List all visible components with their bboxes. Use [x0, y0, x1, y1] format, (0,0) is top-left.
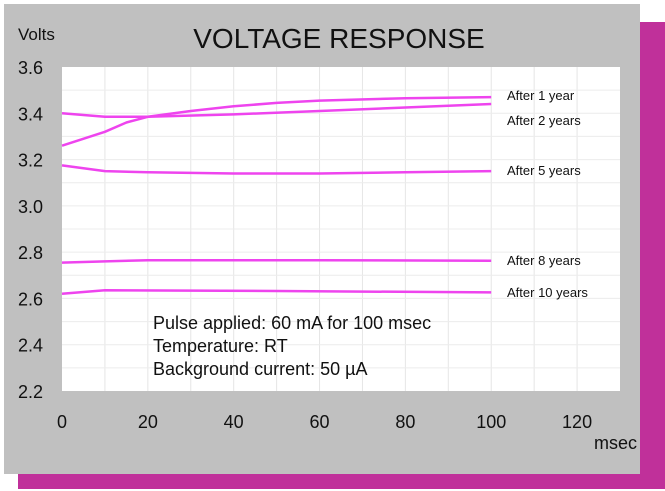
y-tick-label: 3.2: [18, 151, 43, 171]
y-axis-label: Volts: [18, 25, 55, 44]
chart-title: VOLTAGE RESPONSE: [193, 23, 484, 54]
x-tick-label: 0: [57, 412, 67, 432]
x-tick-label: 100: [476, 412, 506, 432]
y-tick-label: 3.6: [18, 58, 43, 78]
y-tick-label: 2.6: [18, 289, 43, 309]
series-line: [61, 102, 492, 119]
series-line: [61, 164, 492, 175]
x-tick-label: 80: [395, 412, 415, 432]
series-label: After 8 years: [507, 253, 581, 268]
annotation-pulse: Pulse applied: 60 mA for 100 msec: [153, 313, 431, 333]
x-tick-label: 20: [138, 412, 158, 432]
y-tick-label: 2.8: [18, 243, 43, 263]
x-axis-label: msec: [594, 433, 637, 453]
series-line: [61, 95, 492, 147]
x-tick-label: 120: [562, 412, 592, 432]
x-tick-label: 60: [310, 412, 330, 432]
series-label: After 1 year: [507, 88, 575, 103]
series-label: After 10 years: [507, 285, 588, 300]
y-tick-label: 2.2: [18, 382, 43, 402]
series-label: After 5 years: [507, 163, 581, 178]
y-tick-label: 3.4: [18, 104, 43, 124]
y-tick-label: 3.0: [18, 197, 43, 217]
series-line: [61, 258, 492, 264]
annotation-temperature: Temperature: RT: [153, 336, 288, 356]
y-tick-label: 2.4: [18, 336, 43, 356]
series-label: After 2 years: [507, 113, 581, 128]
x-tick-label: 40: [224, 412, 244, 432]
annotation-background-current: Background current: 50 µA: [153, 359, 368, 379]
series-line: [61, 289, 492, 296]
